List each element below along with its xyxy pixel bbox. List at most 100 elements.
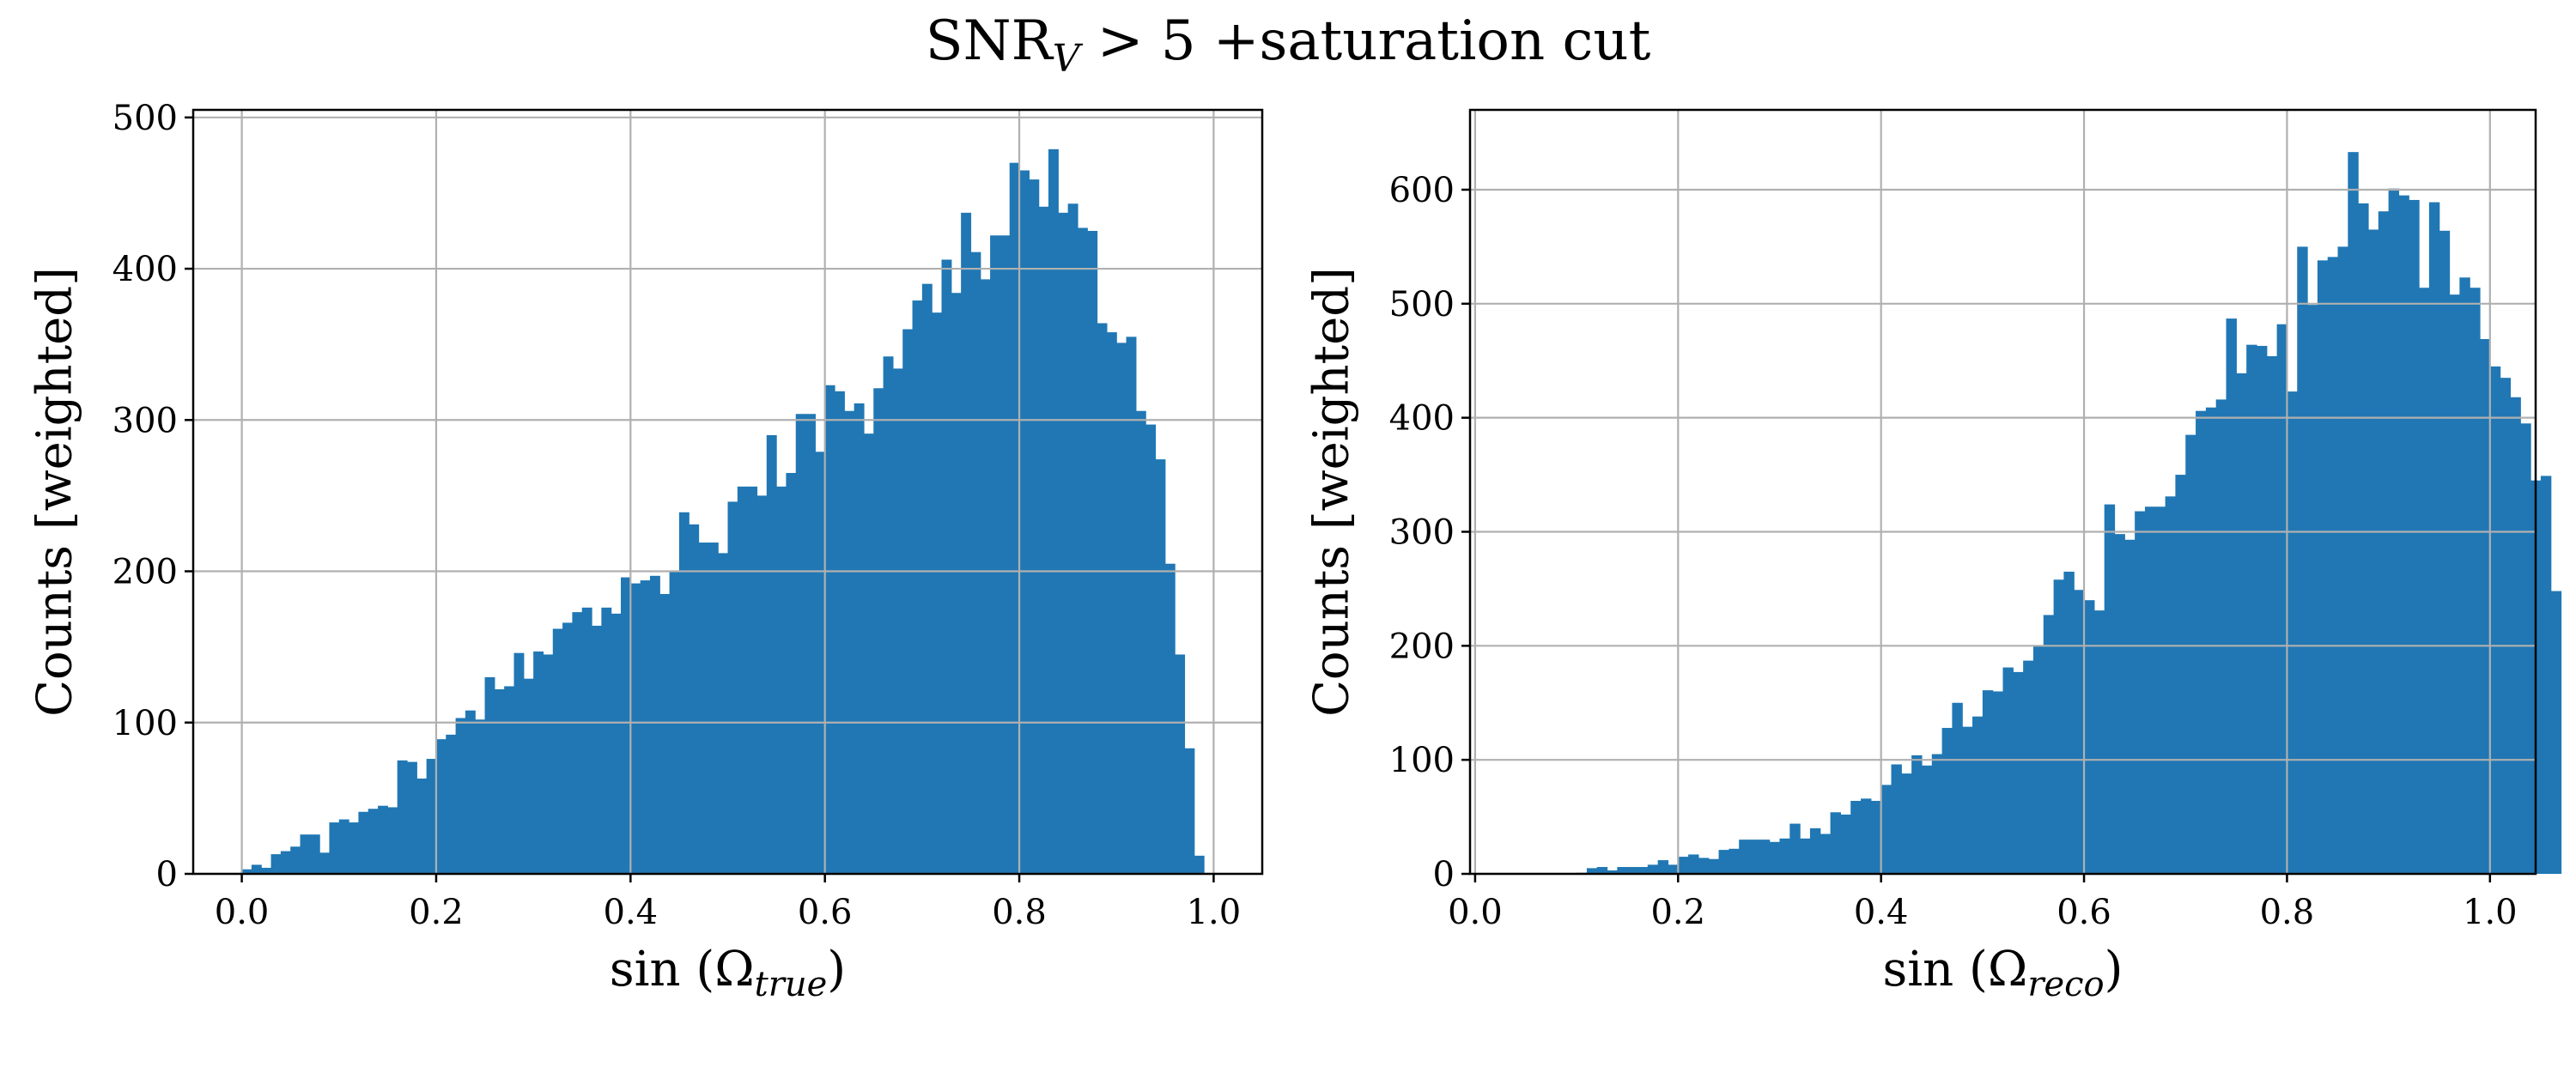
y-axis-label: Counts [weighted] [1304, 267, 1360, 717]
histogram-bar [1698, 858, 1710, 874]
histogram-bar [2500, 378, 2512, 874]
histogram-bar [261, 867, 272, 874]
histogram-bar [1657, 860, 1669, 874]
histogram-bar [2226, 318, 2237, 875]
histogram-bar [2480, 339, 2491, 874]
histogram-bar [2510, 397, 2521, 874]
histogram-bar [1058, 212, 1069, 875]
histogram-bar [921, 283, 933, 874]
histogram-bar [2104, 504, 2116, 874]
y-tick-label: 200 [1389, 627, 1455, 666]
histogram-bar [2023, 660, 2034, 874]
histogram-bar [397, 760, 408, 874]
histogram-bar [1077, 227, 1088, 875]
histogram-bar [776, 486, 787, 874]
histogram-bar [727, 501, 738, 874]
histogram-bar [2205, 407, 2217, 874]
y-tick-label: 600 [1389, 171, 1455, 210]
histogram-bar [338, 819, 349, 874]
histogram-bar [970, 252, 981, 874]
histogram-bar [2246, 344, 2257, 874]
histogram-bar [581, 607, 592, 874]
histogram-reco-panel: 0.0 0.2 0.4 0.6 0.8 1.0 0 100 200 300 400 500 600 Cou… [1304, 108, 2562, 1004]
histogram-bar [621, 577, 631, 874]
histogram-bar [1184, 748, 1195, 874]
histogram-bar [1617, 867, 1628, 874]
histogram-bar [1921, 765, 1933, 874]
histogram-bar [2367, 229, 2379, 875]
histogram-bar [1840, 814, 1851, 874]
histogram-bar [2489, 366, 2501, 874]
histogram-bar [1009, 162, 1020, 874]
histogram-bar [2266, 355, 2278, 874]
histogram-bar [892, 368, 903, 874]
histogram-bar [543, 654, 554, 874]
y-tick-label: 500 [112, 99, 178, 138]
y-tick-label: 400 [112, 250, 178, 289]
histogram-bar [1126, 336, 1137, 874]
histogram-bar [309, 834, 320, 874]
histogram-bar [2337, 246, 2348, 874]
x-tick-label: 0.2 [409, 893, 464, 932]
histogram-bar [2256, 345, 2268, 875]
histogram-bar [1870, 800, 1882, 874]
histogram-bar [2144, 506, 2156, 874]
histogram-bar [990, 235, 1001, 874]
x-tick-label: 1.0 [1187, 893, 1242, 932]
histogram-bar [1116, 343, 1127, 874]
histogram-bar [1800, 838, 1811, 874]
histogram-bar [640, 580, 651, 874]
histogram-bar [562, 622, 574, 874]
x-tick-label: 0.0 [1448, 893, 1503, 932]
histogram-bar [1145, 424, 1157, 874]
x-tick-label: 0.8 [992, 893, 1047, 932]
histogram-bar [1911, 755, 1923, 874]
histogram-bar [1194, 855, 1205, 874]
histogram-bar [718, 553, 729, 874]
histogram-bar [1962, 726, 1973, 874]
histogram-bar [1880, 785, 1893, 874]
histogram-bar [2459, 277, 2470, 874]
histogram-bar [368, 809, 379, 874]
histogram-bar [756, 495, 768, 874]
histogram-bar [1992, 691, 2004, 874]
histogram-bar [1759, 840, 1771, 874]
histogram-bar [1097, 323, 1108, 874]
histogram-bars [241, 149, 1205, 875]
histogram-bar [2215, 399, 2227, 874]
histogram-bar [455, 718, 466, 874]
histogram-bar [2124, 539, 2136, 874]
histogram-bar [1809, 827, 1821, 874]
histogram-bar [426, 759, 437, 874]
histogram-bar [1668, 864, 1679, 874]
histogram-bar [349, 822, 360, 874]
histogram-bar [1175, 654, 1186, 874]
histogram-bar [1586, 868, 1598, 874]
x-tick-label: 0.4 [604, 893, 659, 932]
histogram-bar [2317, 260, 2329, 875]
histogram-bar [2470, 288, 2481, 875]
histogram-bar [358, 811, 369, 874]
histogram-bar [290, 846, 301, 874]
histogram-bar [747, 486, 758, 874]
histogram-bar [2043, 615, 2055, 874]
grid-lines [1470, 110, 2536, 876]
figure-title: SNRV > 5 +saturation cut [925, 9, 1651, 81]
histogram-bar [2276, 324, 2288, 875]
histogram-bar [1596, 867, 1608, 874]
histogram-bar [2409, 199, 2420, 874]
histogram-bar [475, 719, 486, 874]
histogram-bar [1607, 870, 1618, 874]
x-tick-label: 0.2 [1650, 893, 1705, 932]
histogram-bar [863, 433, 874, 874]
histogram-bar [1718, 850, 1729, 874]
histogram-bar [835, 391, 845, 874]
histogram-bar [1627, 867, 1638, 874]
x-tick-label: 0.6 [798, 893, 853, 932]
histogram-bar [1982, 690, 1994, 874]
histogram-bar [2297, 246, 2308, 874]
histogram-bar [786, 472, 797, 874]
histogram-bar [1739, 840, 1750, 874]
histogram-bar [2358, 203, 2369, 874]
histogram-bar [2013, 671, 2024, 874]
